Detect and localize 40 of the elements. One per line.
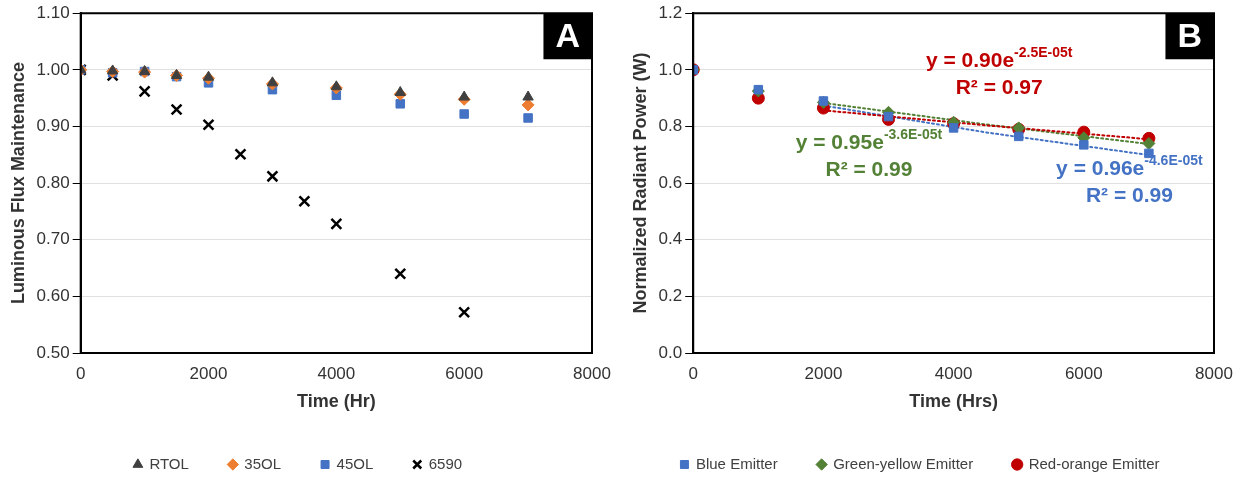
y-tick-label: 1.2 xyxy=(658,2,683,22)
y-tick-label: 1.0 xyxy=(658,59,683,79)
y-tick-label: 0.60 xyxy=(36,286,70,306)
y-tick-label: 1.00 xyxy=(36,59,70,79)
y-tick-label: 0.4 xyxy=(658,229,683,249)
y-tick-label: 0.90 xyxy=(36,116,70,136)
annotation: A xyxy=(555,15,580,54)
y-tick-label: 0.70 xyxy=(36,229,70,249)
legend-label: 35OL xyxy=(244,454,282,472)
x-tick-label: 2000 xyxy=(189,363,228,383)
y-axis-title: Normalized Radiant Power (W) xyxy=(629,52,650,314)
y-tick-label: 0.6 xyxy=(658,172,683,192)
x-tick-label: 8000 xyxy=(1195,363,1233,383)
legend-label: 45OL xyxy=(336,454,374,472)
y-tick-label: 0.8 xyxy=(658,116,683,136)
x-tick-label: 6000 xyxy=(445,363,484,383)
x-tick-label: 0 xyxy=(688,363,698,383)
y-tick-label: 0.50 xyxy=(36,342,70,362)
x-tick-label: 2000 xyxy=(804,363,843,383)
legend-label: Red-orange Emitter xyxy=(1028,454,1160,472)
y-tick-label: 1.10 xyxy=(36,2,70,22)
y-tick-label: 0.2 xyxy=(658,286,683,306)
y-tick-label: 0.0 xyxy=(658,342,683,362)
annotation: R² = 0.99 xyxy=(825,157,913,181)
x-axis-title: Time (Hr) xyxy=(297,391,376,412)
legend-label: Green-yellow Emitter xyxy=(833,454,974,472)
annotation: B xyxy=(1177,15,1202,54)
annotation: R² = 0.99 xyxy=(1085,183,1173,207)
x-tick-label: 4000 xyxy=(317,363,356,383)
x-axis-title: Time (Hrs) xyxy=(909,391,998,412)
legend-label: Blue Emitter xyxy=(695,454,778,472)
x-tick-label: 8000 xyxy=(573,363,611,383)
x-tick-label: 6000 xyxy=(1064,363,1103,383)
legend-label: RTOL xyxy=(149,454,189,472)
x-tick-label: 0 xyxy=(75,363,86,383)
annotation: R² = 0.97 xyxy=(955,75,1043,99)
x-tick-label: 4000 xyxy=(934,363,973,383)
y-axis-title: Luminous Flux Maintenance xyxy=(7,62,28,305)
legend-label: 6590 xyxy=(428,454,463,472)
y-tick-label: 0.80 xyxy=(36,172,70,192)
